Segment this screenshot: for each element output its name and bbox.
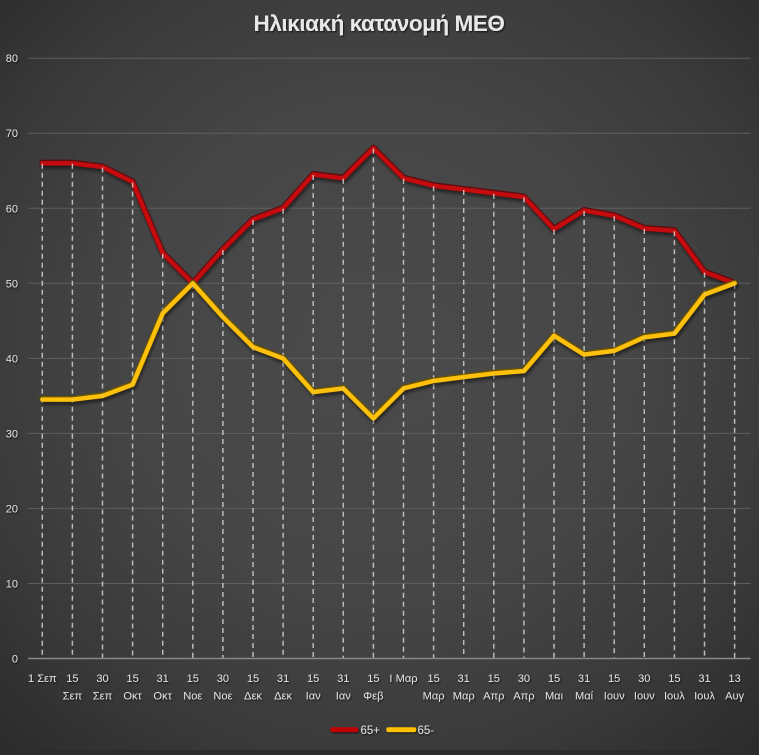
svg-text:Αυγ: Αυγ [725,691,744,703]
svg-text:Απρ: Απρ [483,691,504,703]
svg-text:30: 30 [217,673,229,685]
svg-text:10: 10 [6,579,18,591]
svg-text:Μαί: Μαί [575,691,594,703]
svg-text:30: 30 [518,673,530,685]
svg-text:15: 15 [187,673,199,685]
svg-text:Ι Μαρ: Ι Μαρ [389,673,417,685]
svg-text:Ιουν: Ιουν [604,691,625,703]
svg-text:15: 15 [668,673,680,685]
svg-text:31: 31 [157,673,169,685]
svg-text:Οκτ: Οκτ [123,691,142,703]
svg-text:Ιουλ: Ιουλ [664,691,685,703]
svg-text:15: 15 [307,673,319,685]
svg-text:31: 31 [337,673,349,685]
svg-text:15: 15 [247,673,259,685]
svg-text:31: 31 [698,673,710,685]
svg-text:Σεπ: Σεπ [93,691,113,703]
svg-text:Δεκ: Δεκ [244,691,262,703]
svg-text:0: 0 [12,654,18,666]
svg-text:15: 15 [548,673,560,685]
svg-text:15: 15 [367,673,379,685]
svg-text:40: 40 [6,353,18,365]
svg-text:Νοε: Νοε [183,691,202,703]
svg-text:Δεκ: Δεκ [274,691,292,703]
svg-text:15: 15 [126,673,138,685]
svg-text:15: 15 [427,673,439,685]
svg-text:Μαρ: Μαρ [453,691,475,703]
svg-text:30: 30 [96,673,108,685]
svg-text:15: 15 [66,673,78,685]
svg-text:15: 15 [488,673,500,685]
svg-text:30: 30 [6,428,18,440]
svg-text:70: 70 [6,128,18,140]
svg-text:50: 50 [6,278,18,290]
svg-text:Ιουν: Ιουν [634,691,655,703]
svg-text:Ιαν: Ιαν [336,691,351,703]
svg-text:15: 15 [608,673,620,685]
svg-text:13: 13 [728,673,740,685]
svg-text:30: 30 [638,673,650,685]
svg-text:Οκτ: Οκτ [153,691,172,703]
svg-text:Μαι: Μαι [545,691,564,703]
svg-text:Ιουλ: Ιουλ [694,691,715,703]
svg-text:Σεπ: Σεπ [63,691,83,703]
svg-text:Μαρ: Μαρ [423,691,445,703]
svg-text:20: 20 [6,503,18,515]
svg-text:31: 31 [277,673,289,685]
svg-text:65+: 65+ [361,725,381,737]
svg-text:Νοε: Νοε [213,691,232,703]
svg-text:31: 31 [458,673,470,685]
svg-text:60: 60 [6,203,18,215]
svg-text:1 Σεπ: 1 Σεπ [28,673,57,685]
svg-text:80: 80 [6,53,18,65]
svg-text:Απρ: Απρ [513,691,534,703]
svg-text:31: 31 [578,673,590,685]
svg-text:Ηλικιακή κατανομή ΜΕΘ: Ηλικιακή κατανομή ΜΕΘ [254,11,505,36]
svg-text:65-: 65- [418,725,435,737]
svg-text:Ιαν: Ιαν [306,691,321,703]
svg-text:Φεβ: Φεβ [363,691,383,703]
